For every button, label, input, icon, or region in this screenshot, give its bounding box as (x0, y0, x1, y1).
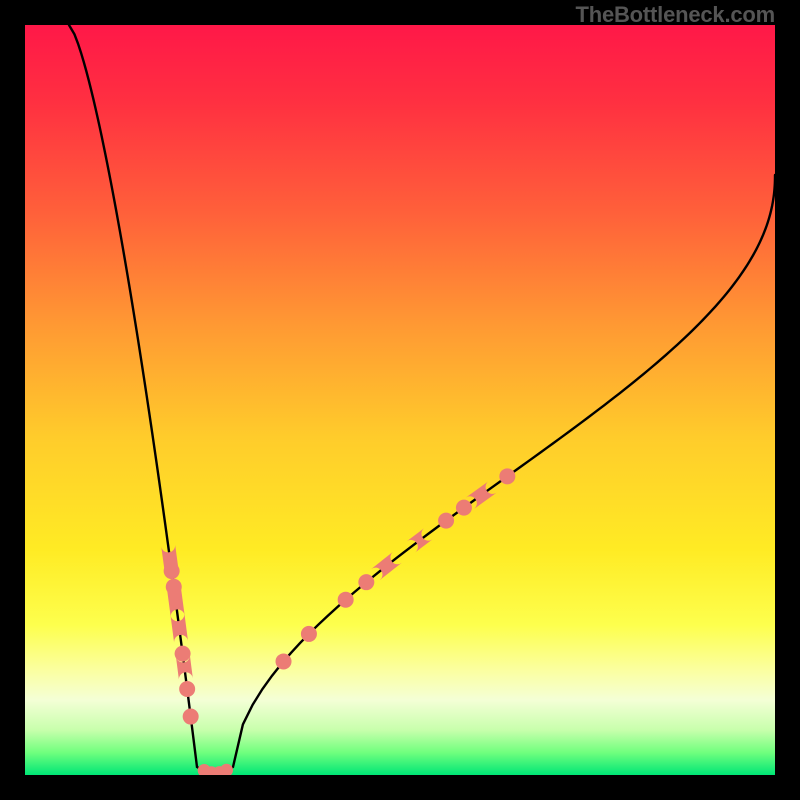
watermark-text: TheBottleneck.com (575, 2, 775, 28)
chart-frame: TheBottleneck.com (0, 0, 800, 800)
bottleneck-chart (25, 25, 775, 775)
plot-area (25, 25, 775, 775)
